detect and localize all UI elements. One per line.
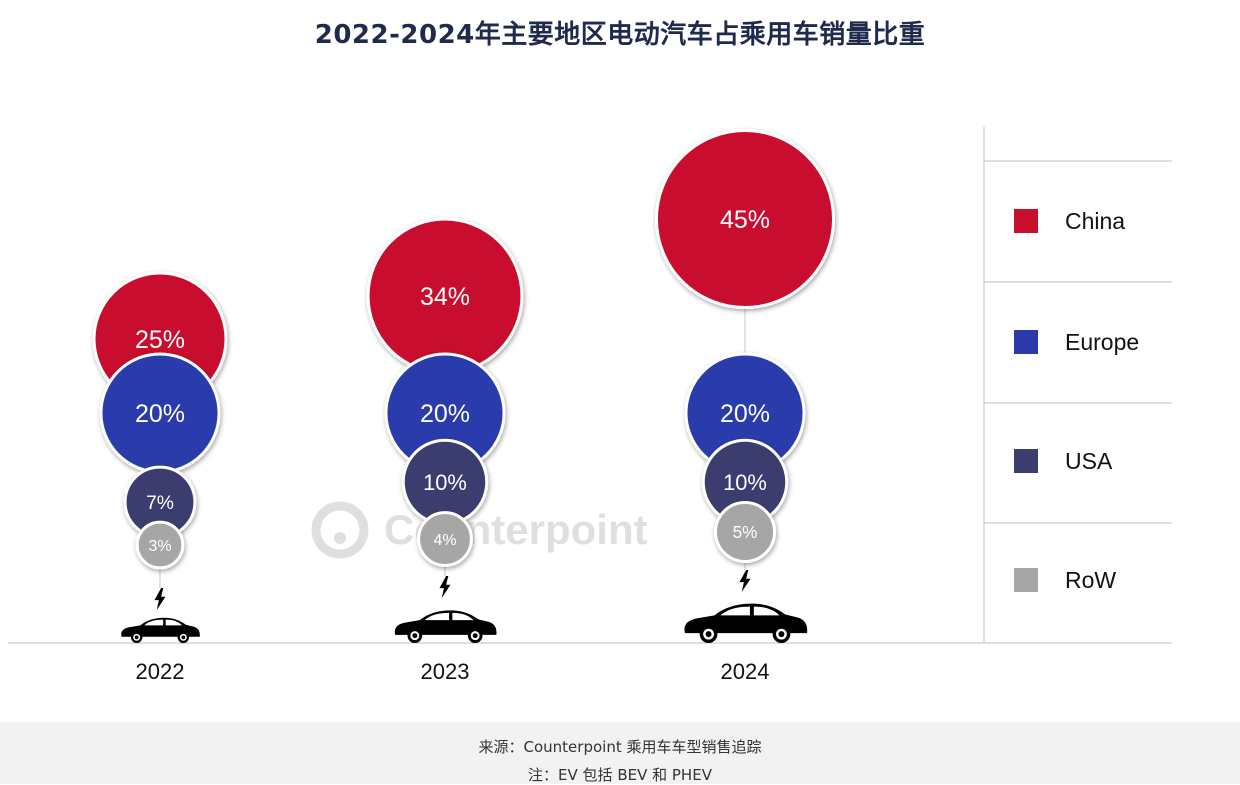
data-label: 20%	[135, 400, 185, 428]
data-label: 20%	[720, 400, 770, 428]
data-label: 3%	[148, 538, 171, 555]
car-icon	[394, 610, 497, 643]
data-label: 5%	[733, 522, 758, 542]
legend-label: China	[1065, 208, 1125, 234]
year-column-2024: 45% 20% 10% 5% 2024	[654, 128, 836, 684]
x-tick-label: 2024	[721, 659, 770, 684]
year-column-2022: 25% 20% 7% 3% 2022	[92, 271, 228, 684]
lightning-bolt-icon	[739, 570, 751, 592]
x-tick-label: 2023	[421, 659, 470, 684]
bubble-chart: Counterpoint 25% 20% 7% 3% 2022 34% 20% 10% 4% 20…	[8, 127, 1172, 684]
lightning-bolt-icon	[439, 576, 451, 598]
data-label: 10%	[723, 470, 767, 495]
data-label: 7%	[146, 493, 174, 514]
legend-label: Europe	[1065, 329, 1139, 355]
legend-label: RoW	[1065, 567, 1116, 593]
bubble-row-2023	[417, 511, 473, 567]
legend-swatch	[1014, 330, 1038, 354]
ev-note: 注：EV 包括 BEV 和 PHEV	[528, 766, 712, 784]
footer: 来源：Counterpoint 乘用车车型销售追踪 注：EV 包括 BEV 和 …	[0, 722, 1240, 784]
legend: China Europe USA RoW	[1014, 208, 1139, 593]
car-icon	[121, 617, 200, 643]
legend-item-usa: USA	[1014, 448, 1113, 474]
legend-item-europe: Europe	[1014, 329, 1139, 355]
data-label: 34%	[420, 283, 470, 311]
year-column-2023: 34% 20% 10% 4% 2023	[366, 217, 524, 684]
legend-swatch	[1014, 568, 1038, 592]
legend-swatch	[1014, 209, 1038, 233]
data-label: 4%	[433, 532, 456, 549]
x-tick-label: 2022	[136, 659, 185, 684]
data-label: 20%	[420, 400, 470, 428]
legend-label: USA	[1065, 448, 1113, 474]
data-label: 10%	[423, 470, 467, 495]
bubble-row-2022	[135, 520, 185, 570]
legend-item-row: RoW	[1014, 567, 1116, 593]
bubble-columns: 25% 20% 7% 3% 2022 34% 20% 10% 4% 2023 45% 20% 10% 5%…	[92, 128, 836, 684]
lightning-bolt-icon	[154, 588, 166, 610]
watermark-logo-icon	[311, 501, 369, 559]
bubble-china-2024	[654, 128, 836, 310]
legend-swatch	[1014, 449, 1038, 473]
bubble-row-2024	[713, 500, 777, 564]
watermark: Counterpoint	[311, 501, 648, 559]
data-label: 25%	[135, 326, 185, 354]
legend-item-china: China	[1014, 208, 1125, 234]
car-icon	[684, 603, 808, 643]
source-note: 来源：Counterpoint 乘用车车型销售追踪	[478, 738, 762, 756]
chart-title: 2022-2024年主要地区电动汽车占乘用车销量比重	[314, 20, 926, 50]
data-label: 45%	[720, 206, 770, 234]
